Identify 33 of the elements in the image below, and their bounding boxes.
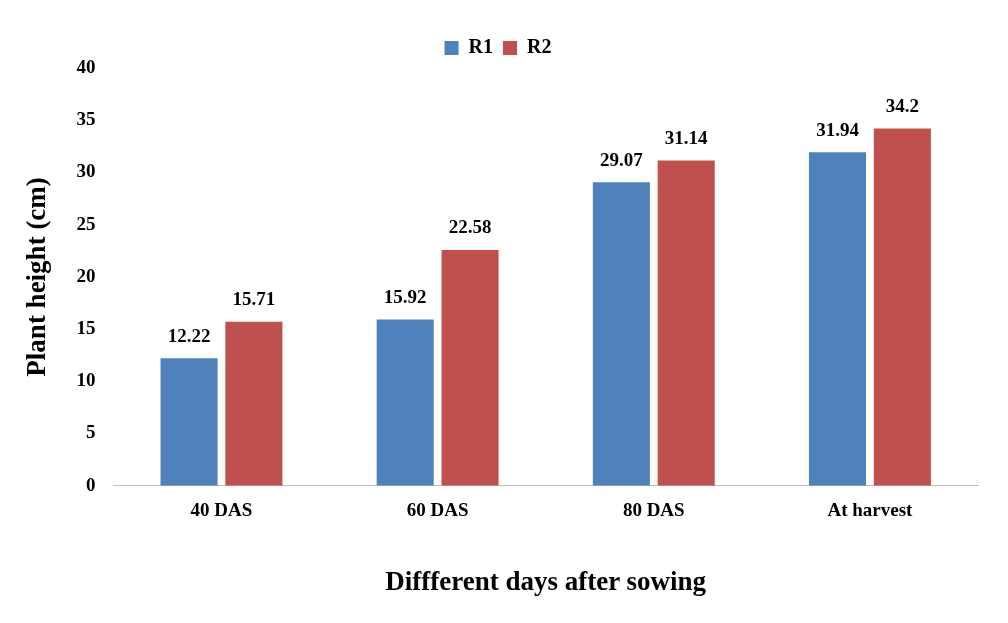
data-label: 22.58 (448, 216, 492, 238)
y-axis-title: Plant height (cm) (21, 177, 52, 377)
data-label: 31.94 (816, 118, 860, 140)
bar (441, 249, 499, 486)
y-tick-label: 20 (76, 264, 96, 286)
y-tick-label: 25 (76, 212, 96, 234)
y-tick-label: 40 (76, 55, 96, 77)
bar (657, 160, 715, 486)
x-tick-label: 80 DAS (622, 499, 685, 521)
x-axis-title: Diffferent days after sowing (385, 565, 707, 596)
bar (160, 358, 218, 486)
data-label: 15.71 (232, 288, 276, 310)
y-tick-label: 35 (76, 108, 96, 130)
data-label: 15.92 (383, 285, 427, 307)
legend-label: R2 (527, 35, 552, 58)
bar (873, 128, 931, 486)
bar (376, 319, 434, 486)
y-tick-label: 10 (76, 369, 96, 391)
bar (225, 321, 283, 486)
bar (808, 152, 867, 486)
bar (592, 182, 650, 486)
y-tick-label: 30 (76, 160, 96, 182)
x-tick-label: 60 DAS (406, 499, 469, 521)
y-tick-label: 15 (76, 317, 96, 339)
data-label: 12.22 (167, 324, 211, 346)
x-tick-label: 40 DAS (190, 499, 253, 521)
legend-label: R1 (468, 35, 494, 58)
x-tick-label: At harvest (827, 499, 914, 521)
data-label: 29.07 (599, 148, 644, 170)
y-tick-label: 0 (85, 473, 96, 495)
data-label: 34.2 (885, 94, 919, 116)
data-label: 31.14 (664, 126, 709, 148)
y-tick-label: 5 (85, 421, 96, 443)
